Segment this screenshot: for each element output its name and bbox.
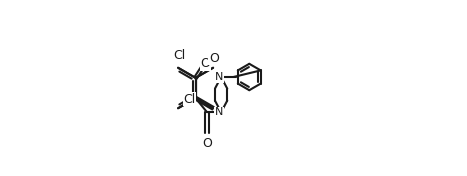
Text: O: O	[209, 52, 219, 65]
Text: Cl: Cl	[173, 49, 185, 62]
Text: Cl: Cl	[184, 93, 196, 105]
Text: O: O	[202, 137, 212, 150]
Text: O: O	[201, 57, 211, 70]
Text: N: N	[215, 72, 223, 82]
Text: N: N	[215, 107, 223, 117]
